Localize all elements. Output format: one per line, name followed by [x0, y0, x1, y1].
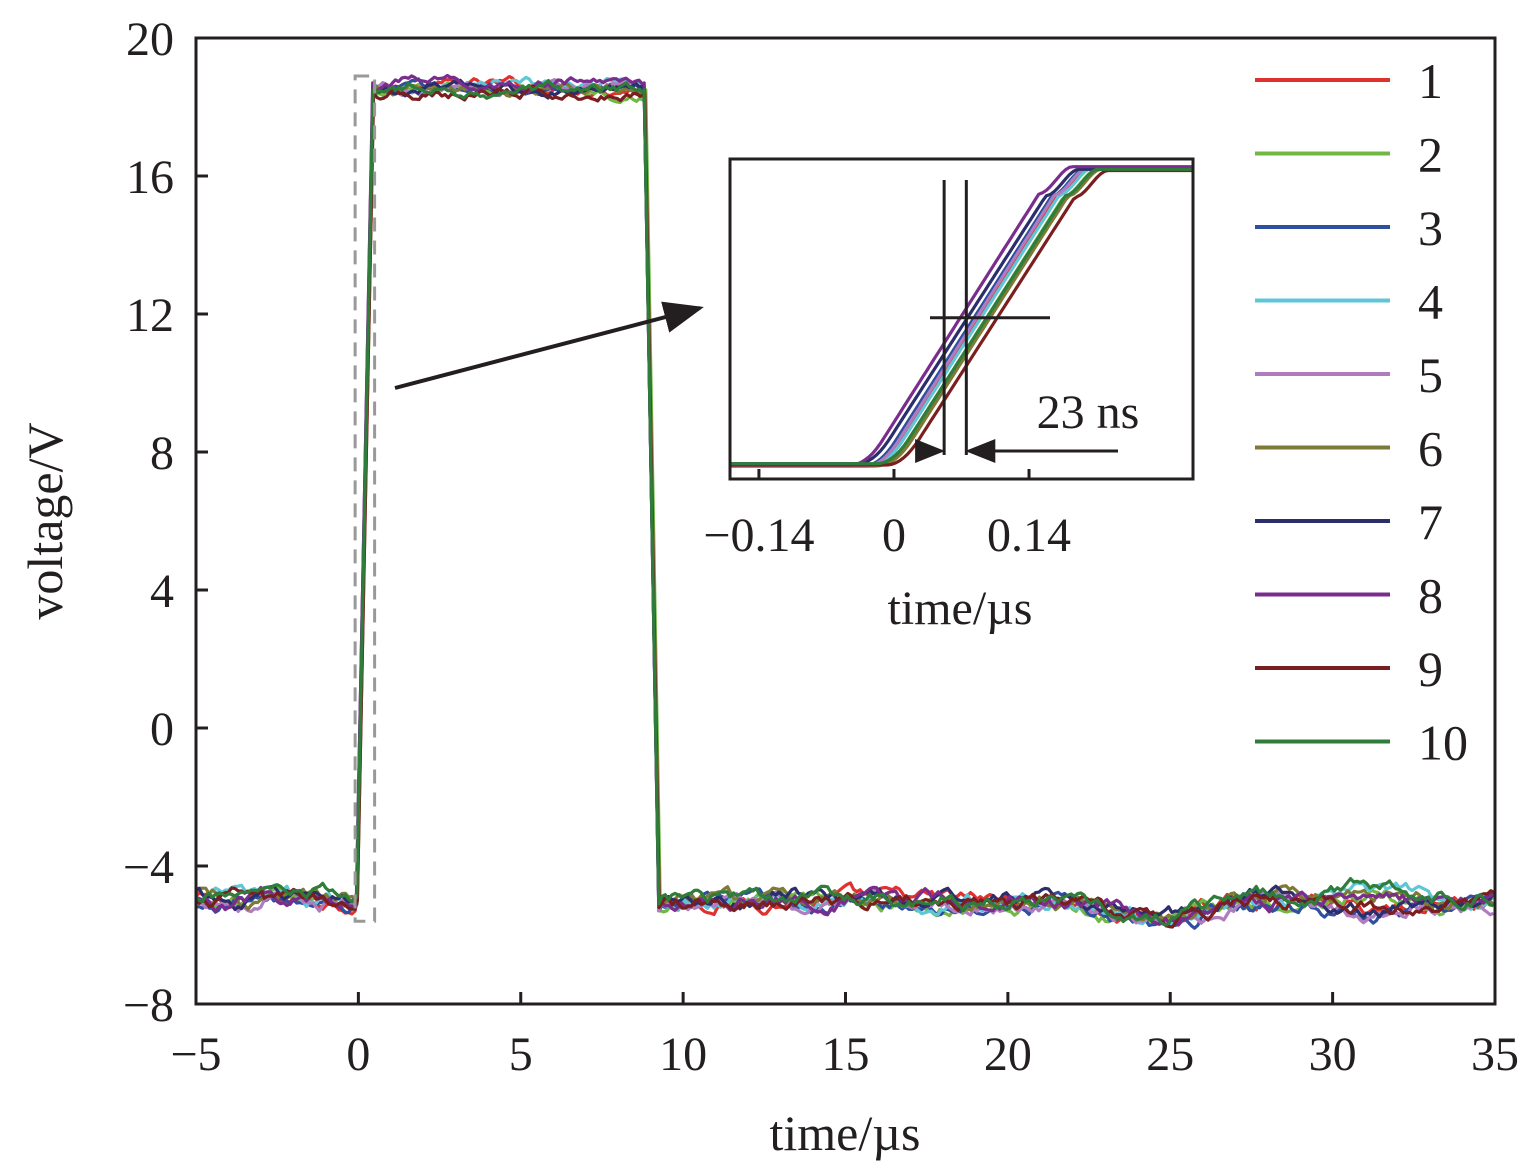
delay-annotation: 23 ns	[1037, 386, 1140, 439]
inset-series-lines	[730, 165, 1193, 468]
legend-label: 4	[1418, 274, 1443, 330]
inset-plot: −0.14 0 0.14 23 ns time/µs	[703, 157, 1195, 635]
zoom-arrow	[394, 301, 704, 390]
zoom-region-box	[353, 74, 377, 923]
y-tick-label: 12	[126, 289, 174, 342]
inset-delay-markers	[915, 180, 1118, 463]
legend-label: 3	[1418, 200, 1443, 256]
legend-label: 8	[1418, 568, 1443, 624]
y-tick-label: 4	[150, 565, 174, 618]
x-tick-label: 10	[659, 1028, 707, 1081]
inset-x-tick-label: −0.14	[703, 509, 814, 562]
inset-frame	[728, 157, 1195, 481]
inset-axes: −0.14 0 0.14	[703, 469, 1071, 562]
x-axis-title: time/µs	[769, 1105, 920, 1161]
x-tick-label: 5	[509, 1028, 533, 1081]
y-tick-label: 0	[150, 703, 174, 756]
main-series-lines	[196, 73, 1495, 930]
legend-item-9: 9	[1255, 641, 1443, 697]
x-tick-label: 25	[1146, 1028, 1194, 1081]
legend-item-8: 8	[1255, 568, 1443, 624]
y-tick-label: 16	[126, 151, 174, 204]
legend-label: 9	[1418, 641, 1443, 697]
x-tick-label: 20	[984, 1028, 1032, 1081]
x-tick-label: 0	[346, 1028, 370, 1081]
legend-item-5: 5	[1255, 347, 1443, 403]
x-tick-label: 30	[1309, 1028, 1357, 1081]
legend-label: 7	[1418, 494, 1443, 550]
legend-label: 1	[1418, 53, 1443, 109]
legend-label: 6	[1418, 421, 1443, 477]
legend: 1 2 3 4 5 6 7 8 9 10	[1255, 53, 1468, 771]
y-tick-label: −4	[123, 841, 174, 894]
inset-x-axis-title: time/µs	[888, 582, 1033, 635]
y-tick-label: −8	[123, 979, 174, 1032]
y-tick-label: 20	[126, 13, 174, 66]
legend-item-4: 4	[1255, 274, 1443, 330]
legend-item-3: 3	[1255, 200, 1443, 256]
inset-x-tick-label: 0.14	[987, 509, 1071, 562]
x-tick-label: −5	[170, 1028, 221, 1081]
inset-x-tick-label: 0	[882, 509, 906, 562]
x-tick-label: 35	[1471, 1028, 1519, 1081]
x-tick-label: 15	[822, 1028, 870, 1081]
legend-item-10: 10	[1255, 715, 1468, 771]
inset-series-line-10	[730, 167, 1193, 466]
legend-label: 2	[1418, 127, 1443, 183]
legend-label: 5	[1418, 347, 1443, 403]
legend-item-7: 7	[1255, 494, 1443, 550]
legend-label: 10	[1418, 715, 1468, 771]
legend-item-6: 6	[1255, 421, 1443, 477]
y-tick-label: 8	[150, 427, 174, 480]
series-line-10	[196, 79, 1495, 927]
legend-item-1: 1	[1255, 53, 1443, 109]
legend-item-2: 2	[1255, 127, 1443, 183]
y-axis-title: voltage/V	[17, 422, 73, 619]
